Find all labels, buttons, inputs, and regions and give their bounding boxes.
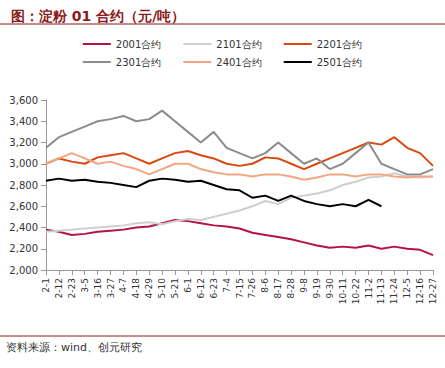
svg-text:7-26: 7-26: [247, 278, 257, 299]
svg-text:2,000: 2,000: [9, 265, 38, 276]
svg-text:4-29: 4-29: [144, 278, 154, 299]
svg-text:5-10: 5-10: [157, 278, 167, 299]
svg-text:12-16: 12-16: [415, 278, 425, 304]
svg-text:3-5: 3-5: [80, 278, 90, 293]
svg-text:6-12: 6-12: [196, 278, 206, 298]
svg-text:3,200: 3,200: [9, 137, 38, 148]
svg-text:2101合约: 2101合约: [216, 39, 261, 50]
svg-text:2201合约: 2201合约: [317, 39, 362, 50]
svg-text:8-17: 8-17: [273, 278, 283, 298]
svg-text:8-6: 8-6: [260, 278, 270, 293]
svg-text:3,400: 3,400: [9, 116, 38, 127]
svg-text:11-24: 11-24: [389, 278, 399, 304]
svg-text:3-27: 3-27: [106, 278, 116, 298]
svg-text:2,600: 2,600: [9, 201, 38, 212]
svg-text:2501合约: 2501合约: [317, 57, 362, 68]
svg-text:图：淀粉 01 合约（元/吨）: 图：淀粉 01 合约（元/吨）: [11, 8, 185, 24]
svg-text:7-4: 7-4: [222, 278, 232, 293]
svg-text:8-28: 8-28: [286, 278, 296, 299]
svg-text:2,200: 2,200: [9, 243, 38, 254]
svg-text:7-15: 7-15: [235, 278, 245, 298]
svg-text:12-27: 12-27: [428, 278, 438, 304]
svg-text:11-2: 11-2: [364, 278, 374, 298]
svg-text:3,000: 3,000: [9, 158, 38, 169]
svg-text:2,800: 2,800: [9, 180, 38, 191]
svg-text:2-1: 2-1: [41, 278, 51, 293]
svg-text:9-19: 9-19: [312, 278, 322, 299]
svg-text:3-16: 3-16: [93, 278, 103, 299]
svg-text:12-5: 12-5: [402, 278, 412, 298]
svg-text:资料来源：wind、创元研究: 资料来源：wind、创元研究: [6, 341, 142, 354]
svg-text:5-21: 5-21: [170, 278, 180, 298]
svg-text:2-12: 2-12: [54, 278, 64, 298]
svg-text:10-22: 10-22: [351, 278, 361, 304]
svg-text:4-7: 4-7: [118, 278, 128, 293]
svg-text:3,600: 3,600: [9, 95, 38, 106]
svg-text:2-23: 2-23: [67, 278, 77, 298]
svg-text:11-13: 11-13: [376, 278, 386, 304]
svg-text:9-30: 9-30: [325, 278, 335, 299]
svg-text:2301合约: 2301合约: [116, 57, 161, 68]
svg-text:6-1: 6-1: [183, 278, 193, 293]
svg-text:4-18: 4-18: [131, 278, 141, 299]
svg-text:2401合约: 2401合约: [216, 57, 261, 68]
svg-text:10-11: 10-11: [338, 278, 348, 304]
svg-text:2,400: 2,400: [9, 222, 38, 233]
svg-text:9-8: 9-8: [299, 278, 309, 293]
svg-text:2001合约: 2001合约: [116, 39, 161, 50]
svg-text:6-23: 6-23: [209, 278, 219, 298]
